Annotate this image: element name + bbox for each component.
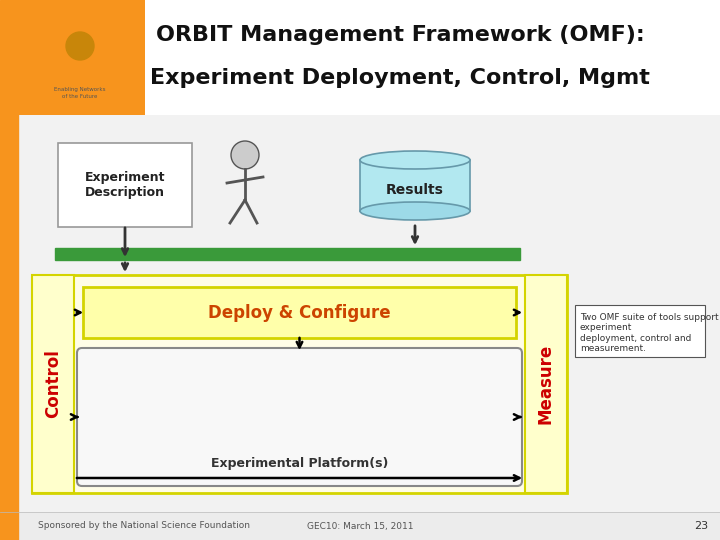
- Text: Sponsored by the National Science Foundation: Sponsored by the National Science Founda…: [38, 522, 250, 530]
- Bar: [360, 160, 470, 211]
- Bar: [18, 0, 720, 115]
- Text: Enabling Networks: Enabling Networks: [54, 87, 106, 92]
- FancyBboxPatch shape: [83, 287, 516, 338]
- Bar: [525, 275, 567, 493]
- FancyBboxPatch shape: [58, 143, 192, 227]
- Bar: [575, 305, 705, 357]
- Circle shape: [66, 32, 94, 60]
- Bar: [32, 275, 567, 493]
- Text: of the Future: of the Future: [63, 93, 98, 98]
- Bar: [32, 275, 74, 493]
- Text: Two OMF suite of tools support experiment
deployment, control and measurement.: Two OMF suite of tools support experimen…: [580, 313, 719, 353]
- Text: Control: Control: [44, 349, 62, 418]
- Bar: [18, 115, 720, 512]
- Text: ORBIT Management Framework (OMF):: ORBIT Management Framework (OMF):: [156, 25, 644, 45]
- Ellipse shape: [360, 202, 470, 220]
- FancyBboxPatch shape: [77, 348, 522, 486]
- Text: Measure: Measure: [537, 344, 555, 424]
- Circle shape: [231, 141, 259, 169]
- Text: Experiment
Description: Experiment Description: [85, 171, 166, 199]
- Text: geni: geni: [56, 66, 104, 85]
- Bar: [0, 0, 18, 540]
- Text: Experimental Platform(s): Experimental Platform(s): [211, 456, 388, 469]
- Circle shape: [58, 24, 102, 68]
- Bar: [55, 248, 520, 260]
- Text: 23: 23: [694, 521, 708, 531]
- Text: Results: Results: [386, 183, 444, 197]
- Text: Deploy & Configure: Deploy & Configure: [208, 303, 391, 321]
- Ellipse shape: [360, 151, 470, 169]
- Text: GEC10: March 15, 2011: GEC10: March 15, 2011: [307, 522, 413, 530]
- Text: Experiment Deployment, Control, Mgmt: Experiment Deployment, Control, Mgmt: [150, 68, 650, 88]
- Bar: [145, 0, 720, 115]
- Bar: [0, 512, 720, 540]
